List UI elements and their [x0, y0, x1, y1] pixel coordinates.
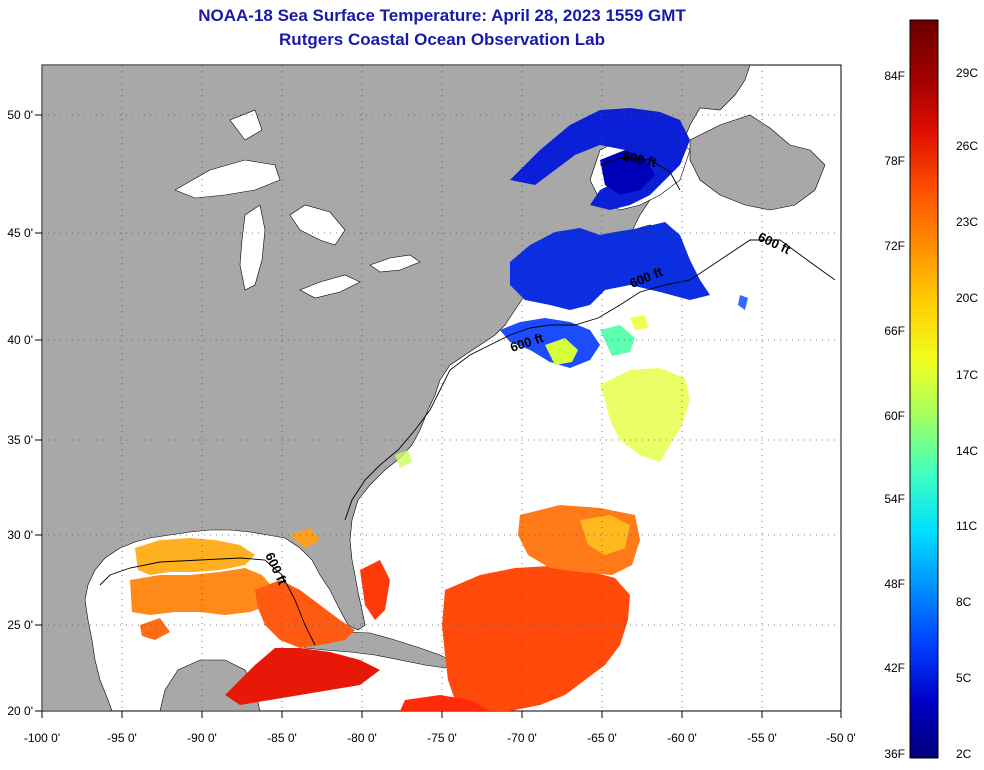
lon-tick-label: -65 0': [587, 731, 617, 745]
colorbar-f-label: 48F: [884, 577, 905, 591]
colorbar-celsius-labels: 29C 26C 23C 20C 17C 14C 11C 8C 5C 2C: [956, 66, 978, 761]
colorbar-c-label: 29C: [956, 66, 978, 80]
sst-mid-region: [395, 315, 690, 468]
colorbar-f-label: 42F: [884, 661, 905, 675]
colorbar-fahrenheit-labels: 84F 78F 72F 66F 60F 54F 48F 42F 36F: [884, 69, 905, 761]
lon-tick-label: -80 0': [347, 731, 377, 745]
colorbar-c-label: 5C: [956, 671, 972, 685]
latitude-axis: 50 0' 45 0' 40 0' 35 0' 30 0' 25 0' 20 0': [7, 108, 42, 718]
colorbar-f-label: 72F: [884, 239, 905, 253]
colorbar-c-label: 23C: [956, 215, 978, 229]
lon-tick-label: -95 0': [107, 731, 137, 745]
colorbar-f-label: 84F: [884, 69, 905, 83]
lon-tick-label: -60 0': [667, 731, 697, 745]
colorbar-c-label: 8C: [956, 595, 972, 609]
lat-tick-label: 45 0': [7, 226, 33, 240]
lat-tick-label: 50 0': [7, 108, 33, 122]
lat-tick-label: 20 0': [7, 704, 33, 718]
lon-tick-label: -90 0': [187, 731, 217, 745]
colorbar-c-label: 2C: [956, 747, 972, 761]
lon-tick-label: -50 0': [826, 731, 856, 745]
colorbar-c-label: 17C: [956, 368, 978, 382]
lon-tick-label: -75 0': [427, 731, 457, 745]
colorbar-f-label: 66F: [884, 324, 905, 338]
colorbar-f-label: 60F: [884, 409, 905, 423]
sst-cold-region: [500, 108, 748, 368]
colorbar-c-label: 14C: [956, 444, 978, 458]
colorbar-c-label: 26C: [956, 139, 978, 153]
lat-tick-label: 25 0': [7, 618, 33, 632]
lon-tick-label: -100 0': [24, 731, 60, 745]
colorbar-f-label: 54F: [884, 492, 905, 506]
colorbar-f-label: 36F: [884, 747, 905, 761]
longitude-axis: -100 0' -95 0' -90 0' -85 0' -80 0' -75 0' -70…: [24, 711, 856, 745]
colorbar-c-label: 11C: [956, 519, 977, 533]
lon-tick-label: -85 0': [267, 731, 297, 745]
lon-tick-label: -70 0': [507, 731, 537, 745]
map-title: NOAA-18 Sea Surface Temperature: April 2…: [198, 6, 686, 25]
great-lakes: [174, 109, 421, 299]
bathymetry-600ft-contour: [99, 157, 836, 646]
colorbar-c-label: 20C: [956, 291, 978, 305]
land-north-america: [42, 65, 751, 711]
contour-label-stlawrence: 600 ft: [621, 148, 658, 170]
lon-tick-label: -55 0': [747, 731, 777, 745]
land-newfoundland: [689, 114, 826, 211]
lat-tick-label: 30 0': [7, 528, 33, 542]
colorbar: [909, 19, 939, 759]
map-subtitle: Rutgers Coastal Ocean Observation Lab: [279, 30, 605, 49]
colorbar-f-label: 78F: [884, 154, 905, 168]
lat-tick-label: 35 0': [7, 433, 33, 447]
lat-tick-label: 40 0': [7, 333, 33, 347]
sst-warm-region: [130, 505, 640, 711]
